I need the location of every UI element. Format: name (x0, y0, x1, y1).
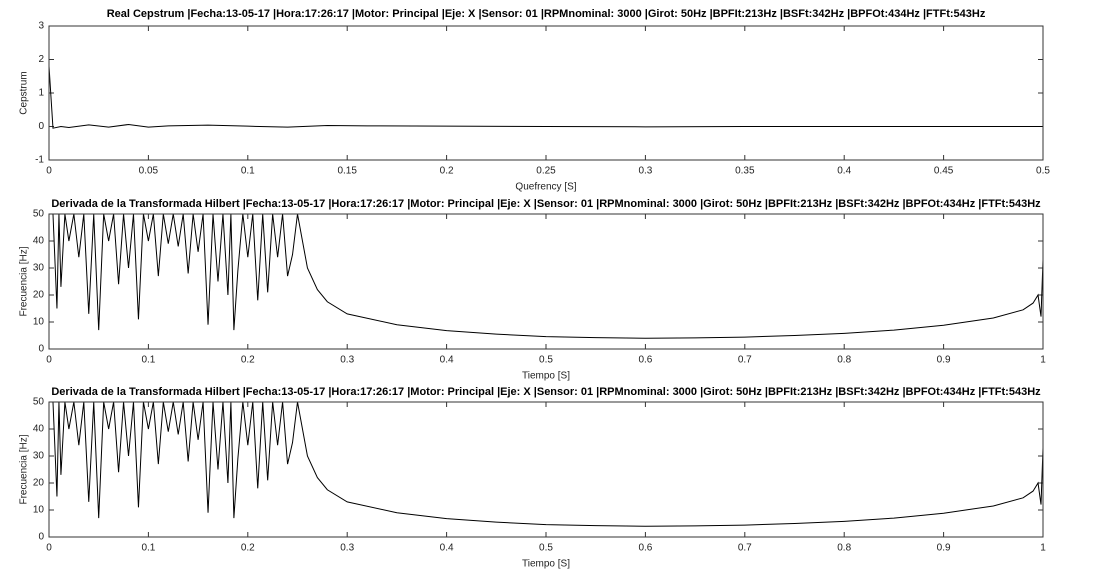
x-tick-label: 0.6 (638, 543, 652, 554)
y-axis-label: Cepstrum (19, 71, 30, 114)
x-tick-label: 0.5 (539, 355, 553, 366)
x-tick-label: 0.45 (934, 166, 954, 177)
x-tick-label: 0.25 (536, 166, 556, 177)
x-tick-label: 0 (46, 166, 52, 177)
x-tick-label: 0.1 (141, 355, 155, 366)
data-line (49, 402, 1043, 527)
x-tick-label: 0.35 (735, 166, 755, 177)
x-tick-label: 0.15 (337, 166, 357, 177)
y-axis-label: Frecuencia [Hz] (19, 246, 30, 316)
x-tick-label: 0.8 (837, 355, 851, 366)
axes-box (48, 401, 1044, 538)
y-tick-label: 40 (33, 236, 45, 247)
x-axis-label: Tiempo [S] (522, 559, 570, 570)
y-tick-label: 40 (33, 424, 45, 435)
x-tick-label: 0 (46, 543, 52, 554)
x-tick-label: 0.4 (440, 543, 454, 554)
y-tick-label: 50 (33, 397, 45, 408)
x-tick-label: 0.1 (241, 166, 255, 177)
x-tick-label: 0.2 (241, 355, 255, 366)
y-tick-label: 30 (33, 451, 45, 462)
x-tick-label: 0.3 (638, 166, 652, 177)
x-tick-label: 0.6 (638, 355, 652, 366)
x-tick-label: 0.5 (539, 543, 553, 554)
y-tick-label: 30 (33, 263, 45, 274)
x-tick-label: 0.5 (1036, 166, 1050, 177)
y-tick-label: 20 (33, 478, 45, 489)
y-tick-label: 0 (38, 344, 44, 355)
y-tick-label: 20 (33, 290, 45, 301)
y-tick-label: 3 (38, 21, 44, 32)
chart-title: Derivada de la Transformada Hilbert |Fec… (51, 386, 1041, 398)
y-tick-label: 10 (33, 505, 45, 516)
x-tick-label: 0.3 (340, 355, 354, 366)
y-axis-label: Frecuencia [Hz] (19, 434, 30, 504)
x-axis-label: Tiempo [S] (522, 371, 570, 382)
x-tick-label: 1 (1040, 543, 1046, 554)
x-tick-label: 0.4 (440, 355, 454, 366)
chart-title: Derivada de la Transformada Hilbert |Fec… (51, 198, 1041, 210)
x-tick-label: 0.7 (738, 355, 752, 366)
data-line (49, 214, 1043, 339)
x-axis-label: Quefrency [S] (515, 182, 576, 193)
x-tick-label: 0.2 (440, 166, 454, 177)
x-tick-label: 0.9 (937, 355, 951, 366)
y-tick-label: 2 (38, 54, 44, 65)
x-tick-label: 1 (1040, 355, 1046, 366)
y-tick-label: 1 (38, 88, 44, 99)
x-tick-label: 0.7 (738, 543, 752, 554)
axes-box (48, 25, 1044, 161)
x-tick-label: 0.3 (340, 543, 354, 554)
y-tick-label: 0 (38, 532, 44, 543)
data-line (49, 66, 1043, 129)
x-tick-label: 0.9 (937, 543, 951, 554)
chart-title: Real Cepstrum |Fecha:13-05-17 |Hora:17:2… (107, 8, 986, 20)
y-tick-label: -1 (35, 155, 44, 166)
y-tick-label: 10 (33, 317, 45, 328)
y-tick-label: 50 (33, 209, 45, 220)
x-tick-label: 0.2 (241, 543, 255, 554)
x-tick-label: 0 (46, 355, 52, 366)
axes-box (48, 213, 1044, 350)
x-tick-label: 0.4 (837, 166, 851, 177)
x-tick-label: 0.1 (141, 543, 155, 554)
x-tick-label: 0.05 (139, 166, 159, 177)
y-tick-label: 0 (38, 121, 44, 132)
x-tick-label: 0.8 (837, 543, 851, 554)
